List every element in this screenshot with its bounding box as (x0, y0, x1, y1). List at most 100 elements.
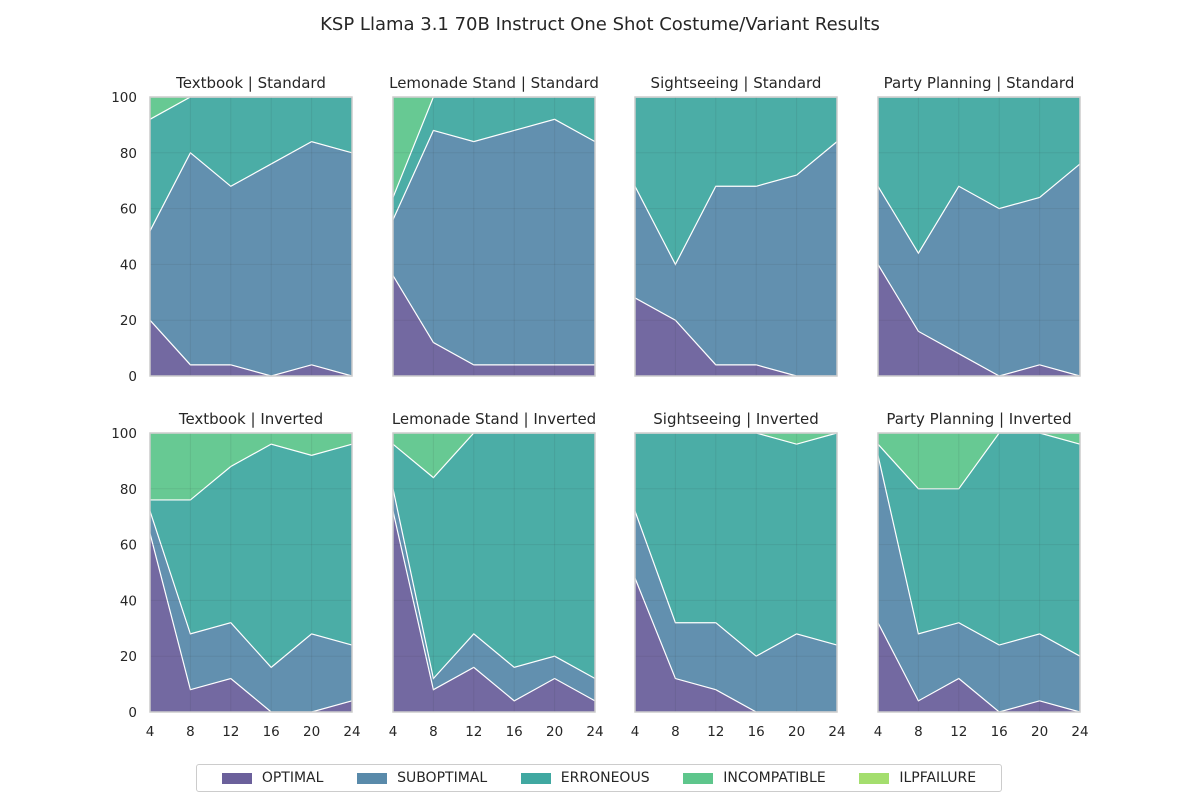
x-tick-label: 12 (707, 724, 724, 740)
area-erroneous (150, 444, 352, 668)
y-tick-label: 40 (120, 257, 137, 273)
subplot-title: Textbook | Standard (175, 74, 326, 92)
boundary-line-optimal (392, 275, 595, 366)
x-tick-label: 8 (429, 724, 438, 740)
boundary-line-optimal (392, 510, 596, 702)
x-tick-label: 4 (874, 724, 883, 740)
x-tick-label: 16 (991, 724, 1008, 740)
x-tick-label: 16 (506, 724, 523, 740)
y-tick-label: 20 (120, 649, 137, 665)
x-tick-label: 24 (1071, 724, 1088, 740)
y-tick-label: 60 (120, 538, 137, 554)
y-tick-label: 60 (120, 202, 137, 218)
chart-title: KSP Llama 3.1 70B Instruct One Shot Cost… (320, 14, 880, 35)
subplot-4: Party Planning | Standard (877, 74, 1081, 377)
area-erroneous (393, 433, 595, 679)
x-tick-label: 24 (343, 724, 360, 740)
plot-frame (149, 432, 353, 713)
y-tick-label: 20 (120, 313, 137, 329)
legend-item-ilpfailure: ILPFAILURE (859, 770, 976, 786)
subplot-2: Lemonade Stand | Standard (389, 74, 599, 377)
subplot-title: Sightseeing | Standard (651, 74, 822, 92)
y-tick-label: 100 (111, 426, 137, 442)
subplot-8: Party Planning | Inverted 4 8 12 16 20 24 (874, 410, 1089, 740)
plot-frame (392, 96, 596, 377)
area-suboptimal (635, 141, 837, 376)
x-tick-label: 4 (389, 724, 398, 740)
plot-frame (392, 432, 596, 713)
x-tick-label: 4 (631, 724, 640, 740)
area-incompatible (393, 97, 595, 198)
subplot-1: Textbook | Standard 0 20 40 60 80 100 (111, 74, 353, 385)
boundary-line-suboptimal (877, 163, 1081, 255)
x-tick-label: 8 (914, 724, 923, 740)
boundary-line-suboptimal (634, 141, 838, 266)
legend-swatch (520, 772, 551, 784)
legend-label: ILPFAILURE (899, 770, 977, 786)
y-tick-label: 0 (128, 705, 137, 721)
plot-frame (634, 96, 838, 377)
area-optimal (635, 297, 837, 376)
subplot-7: Sightseeing | Inverted 4 8 12 16 20 24 (631, 410, 846, 740)
x-tick-label: 24 (586, 724, 603, 740)
y-tick-label: 80 (120, 146, 137, 162)
area-erroneous (635, 97, 837, 265)
boundary-line-optimal (149, 319, 353, 377)
area-erroneous (878, 97, 1080, 254)
legend-label: OPTIMAL (261, 770, 324, 786)
x-tick-label: 16 (263, 724, 280, 740)
area-optimal (393, 275, 595, 376)
x-tick-label: 4 (146, 724, 155, 740)
x-tick-label: 24 (828, 724, 845, 740)
legend-item-incompatible: INCOMPATIBLE (683, 770, 826, 786)
x-tick-label: 12 (465, 724, 482, 740)
boundary-line-optimal (149, 533, 353, 713)
x-tick-label: 16 (748, 724, 765, 740)
area-optimal (393, 511, 595, 712)
area-suboptimal (878, 163, 1080, 376)
x-tick-label: 20 (546, 724, 563, 740)
area-optimal (878, 264, 1080, 376)
boundary-line-suboptimal (392, 118, 596, 221)
area-incompatible (393, 433, 595, 478)
boundary-line-optimal (877, 622, 1081, 713)
legend-swatch (683, 772, 714, 784)
x-tick-label: 12 (950, 724, 967, 740)
legend-label: SUBOPTIMAL (397, 770, 488, 786)
area-incompatible (150, 97, 352, 120)
legend-label: INCOMPATIBLE (723, 770, 826, 786)
legend-swatch (859, 772, 890, 784)
subplot-6: Lemonade Stand | Inverted 4 8 12 16 20 24 (389, 410, 604, 740)
area-suboptimal (150, 141, 352, 376)
boundary-line-suboptimal (634, 510, 838, 657)
y-tick-label: 80 (120, 482, 137, 498)
area-optimal (878, 622, 1080, 712)
subplot-title: Textbook | Inverted (178, 410, 323, 428)
plot-frame (149, 96, 353, 377)
chart-canvas: KSP Llama 3.1 70B Instruct One Shot Cost… (111, 14, 1089, 740)
x-tick-label: 20 (788, 724, 805, 740)
y-tick-label: 40 (120, 593, 137, 609)
boundary-line-suboptimal (149, 510, 353, 669)
chart-legend: OPTIMAL SUBOPTIMAL ERRONEOUS INCOMPATIBLE IL… (196, 764, 1002, 792)
subplot-title: Lemonade Stand | Inverted (392, 410, 596, 428)
x-tick-label: 8 (186, 724, 195, 740)
boundary-line-suboptimal (149, 140, 353, 232)
boundary-line-erroneous (150, 443, 353, 501)
area-erroneous (393, 97, 595, 220)
boundary-line-suboptimal (392, 488, 596, 680)
subplot-title: Sightseeing | Inverted (653, 410, 819, 428)
x-tick-label: 8 (671, 724, 680, 740)
y-tick-label: 100 (111, 90, 137, 106)
subplot-title: Party Planning | Standard (884, 74, 1075, 92)
area-optimal (150, 533, 352, 712)
subplot-title: Party Planning | Inverted (886, 410, 1071, 428)
legend-label: ERRONEOUS (560, 770, 650, 786)
legend-item-optimal: OPTIMAL (221, 770, 324, 786)
area-suboptimal (150, 511, 352, 712)
area-suboptimal (393, 119, 595, 365)
legend-item-suboptimal: SUBOPTIMAL (357, 770, 487, 786)
x-tick-label: 20 (1031, 724, 1048, 740)
subplot-title: Lemonade Stand | Standard (389, 74, 599, 92)
